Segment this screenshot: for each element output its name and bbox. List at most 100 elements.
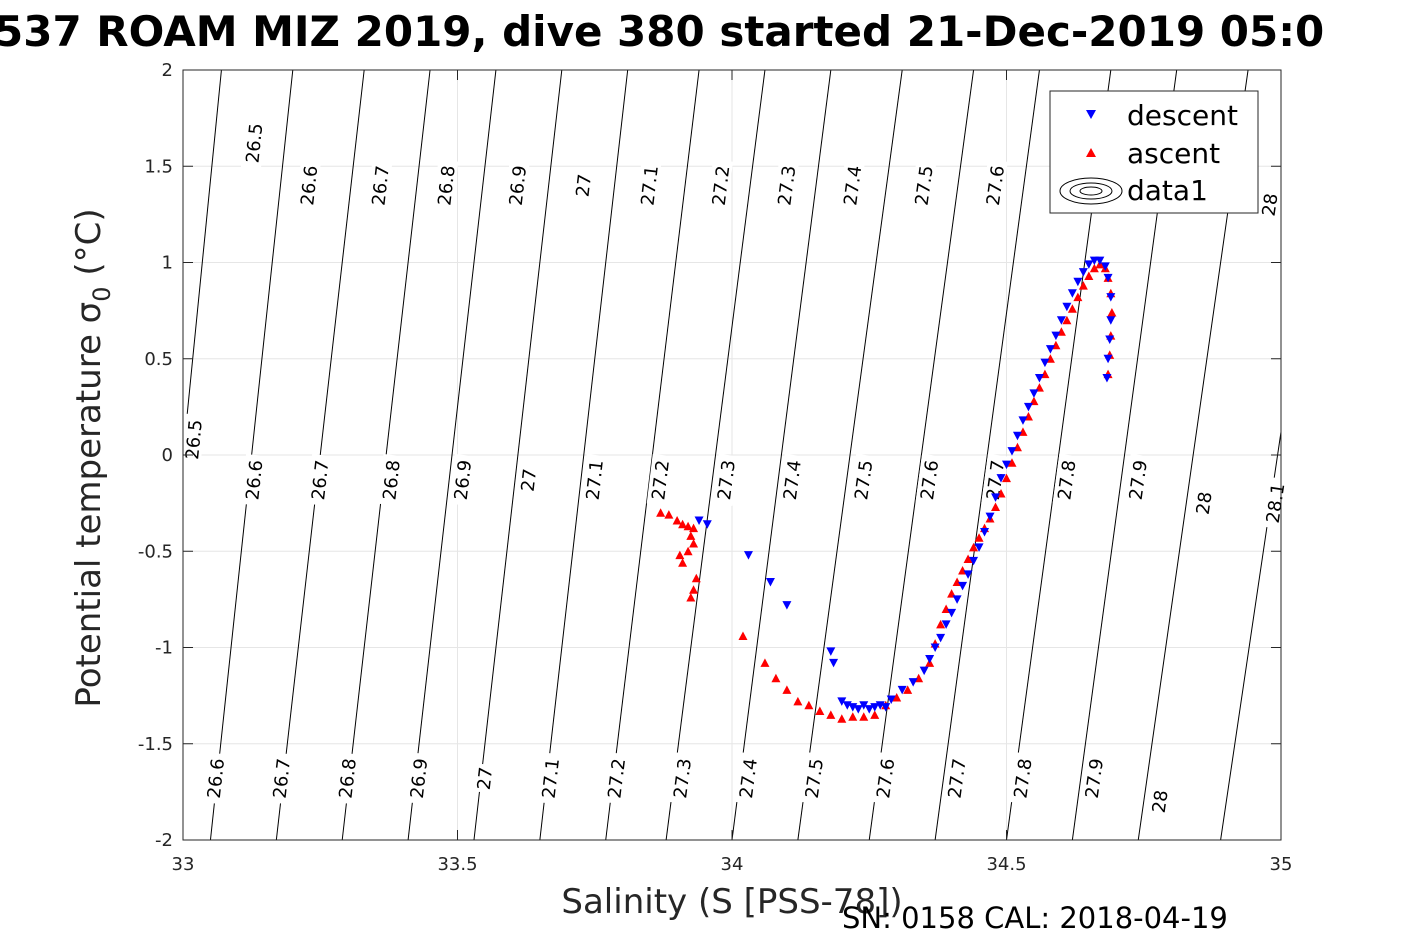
legend: descent ascent data1: [1049, 90, 1259, 214]
isopycnal-label-bg: [366, 159, 393, 212]
descent-point: [1105, 335, 1115, 344]
isopycnal-label: 27.3: [772, 159, 800, 212]
ascent-point: [689, 523, 699, 533]
descent-point: [837, 697, 847, 706]
isopycnal-label-text: 26.7: [270, 757, 295, 799]
isopycnal-label-text: 26.6: [297, 165, 322, 207]
ascent-point: [689, 585, 699, 594]
y-tick-label: -1: [155, 638, 173, 659]
isopycnal-label: 26.6: [295, 159, 322, 212]
isopycnal-label-bg: [602, 752, 629, 805]
isopycnal-label-bg: [800, 752, 827, 805]
isopycnal-label-text: 27: [573, 173, 596, 198]
ascent-point: [675, 550, 685, 560]
descent-point: [974, 543, 984, 552]
descent-point: [1007, 447, 1017, 456]
legend-box: [1049, 90, 1259, 214]
descent-point: [919, 666, 929, 676]
isopycnal-label-bg: [915, 453, 942, 507]
isopycnal-label-text: 26.7: [308, 459, 333, 501]
descent-point: [1095, 256, 1105, 266]
ascent-point: [738, 631, 748, 640]
ascent-point: [1002, 473, 1011, 483]
isopycnal-labels: 26.5 26.5 26.6 26.6 26.6 26.7 26.7 26.7 26.8 26.8…: [180, 117, 1289, 817]
isopycnal-label: 27.1: [580, 453, 608, 506]
x-tick-label: 33: [172, 854, 195, 875]
isopycnal-line: [797, 70, 903, 840]
descent-point: [936, 633, 946, 643]
isopycnal-line: [605, 70, 700, 840]
isopycnal-label: 26.9: [504, 159, 531, 212]
y-tick-label: -1.5: [138, 734, 173, 755]
isopycnal-label-text: 28: [1259, 192, 1283, 218]
descent-point: [886, 695, 896, 704]
ascent-point: [1084, 271, 1094, 280]
ascent-point: [656, 508, 666, 517]
isopycnal-label: 27.2: [602, 752, 630, 805]
isopycnal-label: 26.9: [449, 453, 476, 506]
isopycnal-label-bg: [1052, 453, 1080, 507]
descent-point: [1084, 260, 1094, 269]
ascent-point: [963, 554, 973, 563]
isopycnal-label-bg: [1008, 752, 1036, 805]
isopycnal-label-bg: [909, 159, 937, 212]
y-axis-label-unit: (°C): [69, 208, 109, 286]
y-tick-label: 2: [162, 60, 173, 81]
isopycnal-line: [934, 70, 1040, 840]
tick-labels: 33 33.5 34 34.5 35 -2 -1.5 -1 -0.5 0 0.5 1 1.5 2: [138, 60, 1293, 875]
descent-point: [826, 647, 836, 656]
y-axis-label-sigma: σ: [69, 302, 109, 324]
legend-contour-icon: [1059, 177, 1123, 205]
descent-point: [1012, 431, 1022, 441]
isopycnal-label-text: 26.8: [434, 164, 459, 206]
ascent-point: [826, 710, 836, 719]
isopycnal-label-bg: [1257, 189, 1281, 220]
isopycnal-label-bg: [1147, 786, 1172, 817]
isopycnal-label-text: 26.8: [379, 459, 404, 501]
y-axis-label-main: Potential temperature: [69, 323, 109, 707]
descent-point: [1103, 354, 1113, 364]
isopycnal-label-text: 27.4: [736, 757, 762, 799]
isopycnal-label-text: 26.9: [506, 164, 531, 206]
isopycnal-label: 27: [516, 464, 541, 495]
isopycnal-label: 28: [1147, 786, 1173, 817]
isopycnal-label-bg: [838, 159, 865, 212]
isopycnal-label-text: 27: [518, 468, 541, 493]
isopycnal-label-text: 26.6: [242, 459, 267, 501]
isopycnal-label: 26.5: [240, 117, 267, 169]
descent-point: [1056, 316, 1066, 325]
ascent-point: [793, 696, 803, 706]
descent-point: [908, 678, 918, 687]
descent-point: [1040, 358, 1050, 368]
descent-point: [925, 655, 935, 664]
isopycnal-label: 27.4: [778, 453, 806, 506]
isopycnal-label-text: 27.3: [714, 459, 740, 501]
ascent-point: [974, 533, 984, 542]
isopycnal-label: 27.2: [646, 453, 674, 506]
isopycnal-label-text: 27: [474, 766, 497, 791]
isopycnal-label-bg: [1080, 752, 1107, 805]
ascent-point: [771, 673, 781, 683]
isopycnal-label-bg: [306, 453, 333, 506]
isopycnal-label-bg: [472, 763, 496, 794]
descent-point: [952, 595, 962, 604]
descent-point: [1062, 302, 1072, 312]
isopycnal-label-text: 28: [1149, 789, 1173, 815]
isopycnal-label: 28: [1191, 487, 1217, 519]
isopycnal-label-bg: [240, 453, 266, 506]
isopycnal-label: 27.8: [1008, 752, 1037, 805]
isopycnal-label-text: 27.4: [840, 164, 866, 206]
descent-point: [870, 703, 880, 712]
x-tick-label: 35: [1270, 854, 1293, 875]
isopycnal-label: 26.7: [366, 159, 394, 212]
isopycnal-label-text: 27.1: [539, 757, 564, 799]
descent-point: [1002, 460, 1011, 470]
isopycnal-label: 26.8: [432, 159, 460, 212]
legend-data1-label: data1: [1127, 174, 1208, 207]
isopycnal-label-bg: [504, 159, 530, 212]
isopycnal-label: 27.7: [942, 752, 971, 805]
isopycnal-label-bg: [180, 413, 206, 466]
isopycnal-lines: [183, 70, 1281, 840]
isopycnal-label: 27.4: [734, 752, 762, 805]
ascent-point: [672, 515, 682, 525]
